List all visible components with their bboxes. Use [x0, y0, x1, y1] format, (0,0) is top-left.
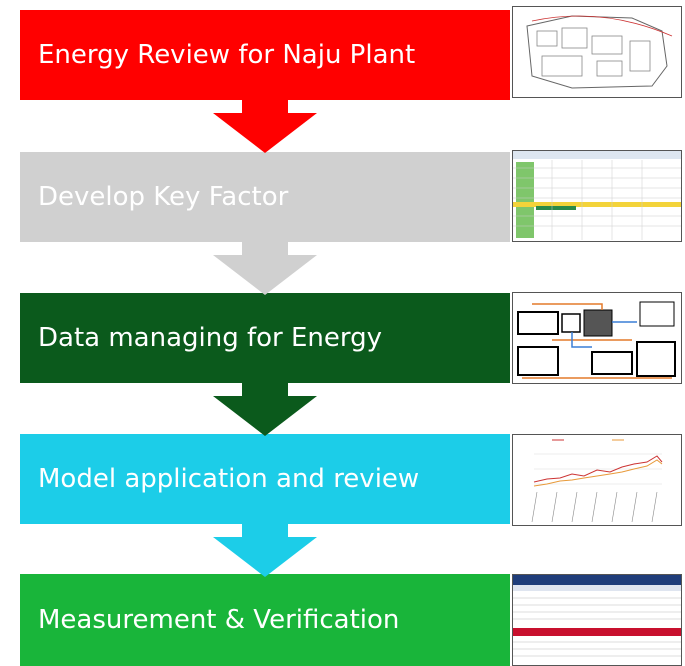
result-table-thumbnail [512, 574, 682, 666]
trend-chart-thumbnail [512, 434, 682, 526]
down-arrow [205, 91, 325, 153]
data-flow-thumbnail [512, 292, 682, 384]
plant-map-thumbnail [512, 6, 682, 98]
down-arrow [205, 374, 325, 436]
step-label: Measurement & Verification [38, 605, 399, 635]
down-arrow [205, 515, 325, 577]
step-bar: Energy Review for Naju Plant [20, 10, 510, 100]
spreadsheet-thumbnail [512, 150, 682, 242]
step-label: Develop Key Factor [38, 182, 288, 212]
step-label: Model application and review [38, 464, 419, 494]
step-label: Data managing for Energy [38, 323, 382, 353]
down-arrow [205, 233, 325, 295]
step-bar: Data managing for Energy [20, 293, 510, 383]
step-bar: Develop Key Factor [20, 152, 510, 242]
step-bar: Model application and review [20, 434, 510, 524]
step-bar: Measurement & Verification [20, 574, 510, 666]
process-diagram: Energy Review for Naju Plant Develop Key… [0, 0, 685, 666]
step-label: Energy Review for Naju Plant [38, 40, 415, 70]
